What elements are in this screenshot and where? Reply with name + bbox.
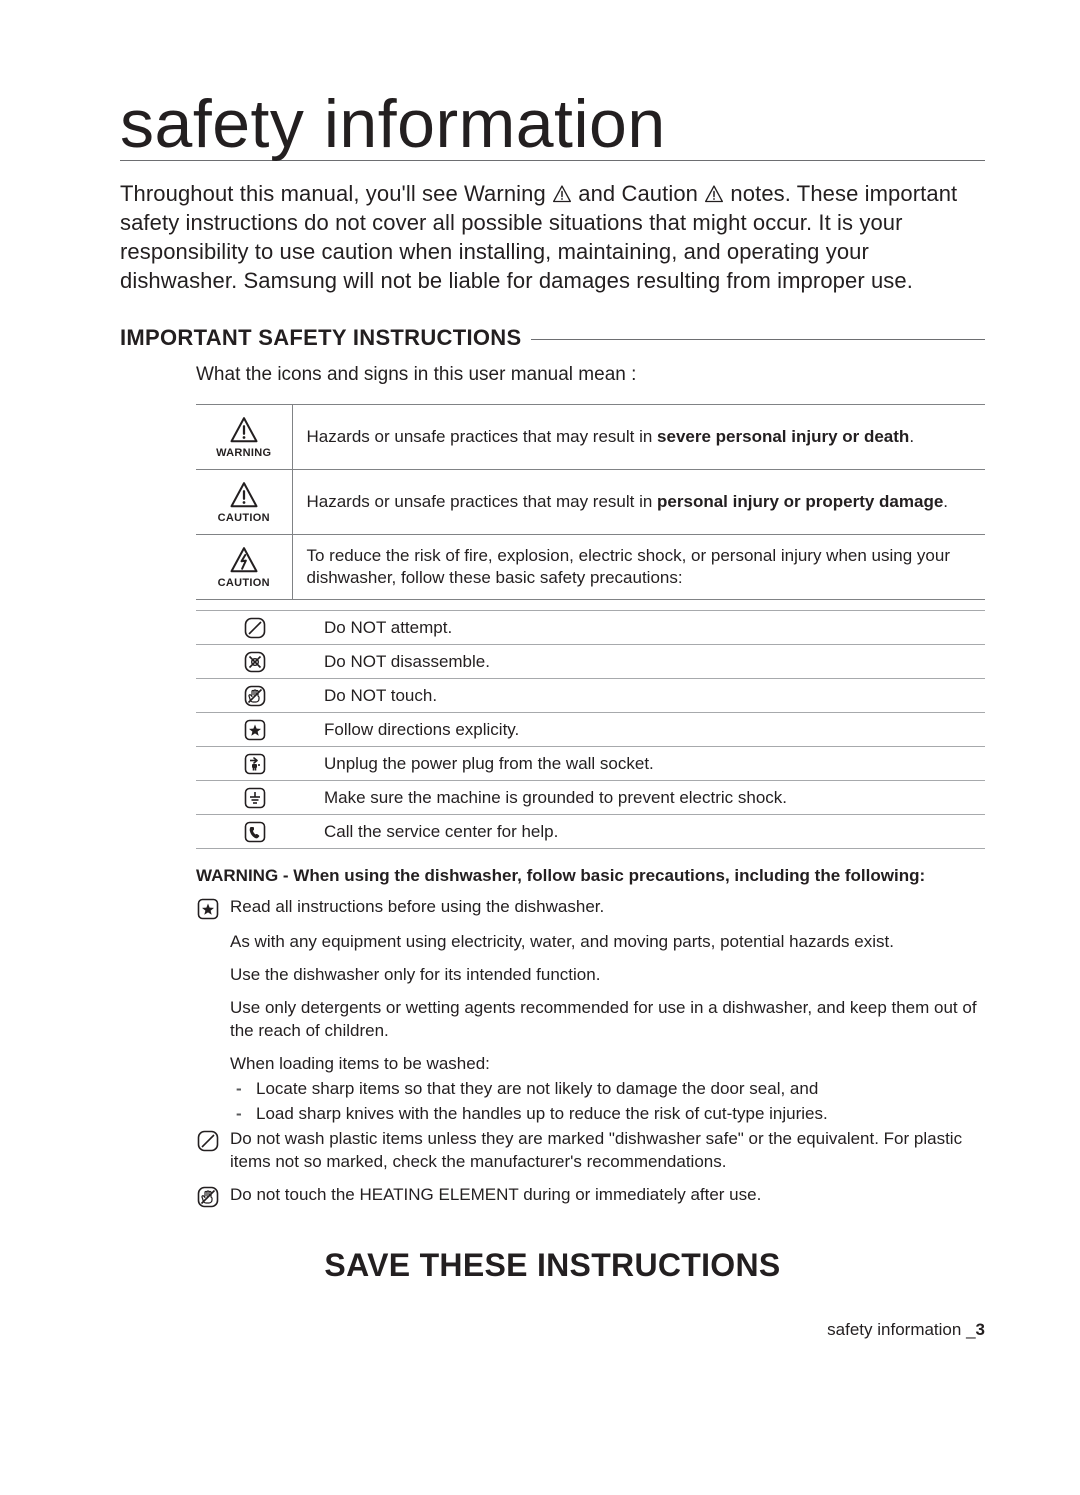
table-row: Unplug the power plug from the wall sock… bbox=[196, 747, 985, 781]
list-item: Do not touch the HEATING ELEMENT during … bbox=[196, 1184, 985, 1209]
list-item: When loading items to be washed: - Locat… bbox=[196, 1053, 985, 1126]
list-item: Use the dishwasher only for its intended… bbox=[196, 964, 985, 987]
desc-cell: Unplug the power plug from the wall sock… bbox=[314, 747, 985, 781]
warning-icon bbox=[552, 184, 572, 204]
dash: - bbox=[236, 1078, 246, 1101]
list-text: As with any equipment using electricity,… bbox=[230, 931, 985, 954]
icon-cell: WARNING bbox=[196, 405, 292, 470]
table-row: Make sure the machine is grounded to pre… bbox=[196, 781, 985, 815]
table-row: CAUTION To reduce the risk of fire, expl… bbox=[196, 535, 985, 600]
icon-meaning-table-symbols: Do NOT attempt. Do NOT disassemble. Do N… bbox=[196, 610, 985, 849]
intro-text-2: and Caution bbox=[572, 181, 704, 206]
table-row: Follow directions explicity. bbox=[196, 713, 985, 747]
sub-text: Locate sharp items so that they are not … bbox=[256, 1078, 818, 1101]
unplug-icon bbox=[243, 752, 267, 776]
table-row: CAUTION Hazards or unsafe practices that… bbox=[196, 470, 985, 535]
list-text: Use the dishwasher only for its intended… bbox=[230, 964, 985, 987]
list-text: Use only detergents or wetting agents re… bbox=[230, 997, 985, 1043]
section-heading-wrap: IMPORTANT SAFETY INSTRUCTIONS bbox=[120, 325, 985, 340]
desc-post: . bbox=[909, 427, 914, 446]
caution-triangle-icon bbox=[229, 480, 259, 510]
icon-cell bbox=[196, 713, 314, 747]
list-text: Do not wash plastic items unless they ar… bbox=[230, 1128, 985, 1174]
do-not-disassemble-icon bbox=[243, 650, 267, 674]
warning-triangle-icon bbox=[229, 415, 259, 445]
list-item: Do not wash plastic items unless they ar… bbox=[196, 1128, 985, 1174]
desc-pre: Hazards or unsafe practices that may res… bbox=[307, 492, 658, 511]
do-not-attempt-icon bbox=[243, 616, 267, 640]
warning-subheading: WARNING - When using the dishwasher, fol… bbox=[196, 865, 985, 888]
follow-directions-icon bbox=[196, 897, 220, 921]
table-row: Call the service center for help. bbox=[196, 815, 985, 849]
sub-list-item: - Locate sharp items so that they are no… bbox=[230, 1078, 985, 1101]
sub-list: - Locate sharp items so that they are no… bbox=[230, 1078, 985, 1126]
intro-text-1: Throughout this manual, you'll see Warni… bbox=[120, 181, 552, 206]
icon-cell: CAUTION bbox=[196, 535, 292, 600]
icon-meaning-table-main: WARNING Hazards or unsafe practices that… bbox=[196, 404, 985, 600]
desc-pre: Hazards or unsafe practices that may res… bbox=[307, 427, 658, 446]
list-item: Use only detergents or wetting agents re… bbox=[196, 997, 985, 1043]
list-text: When loading items to be washed: - Locat… bbox=[230, 1053, 985, 1126]
list-glyph bbox=[196, 1129, 220, 1153]
list-text-inner: When loading items to be washed: bbox=[230, 1054, 490, 1073]
list-glyph bbox=[196, 897, 220, 921]
icon-label: CAUTION bbox=[206, 577, 282, 589]
save-instructions: SAVE THESE INSTRUCTIONS bbox=[120, 1247, 985, 1284]
icon-cell bbox=[196, 611, 314, 645]
do-not-touch-icon bbox=[243, 684, 267, 708]
intro-paragraph: Throughout this manual, you'll see Warni… bbox=[120, 179, 985, 295]
sub-text: Load sharp knives with the handles up to… bbox=[256, 1103, 828, 1126]
page-container: safety information Throughout this manua… bbox=[0, 0, 1080, 1400]
icon-cell bbox=[196, 747, 314, 781]
list-text: Read all instructions before using the d… bbox=[230, 896, 985, 919]
icon-label: WARNING bbox=[206, 447, 282, 459]
table-intro: What the icons and signs in this user ma… bbox=[196, 364, 985, 386]
content-body: What the icons and signs in this user ma… bbox=[196, 364, 985, 1209]
desc-cell: Make sure the machine is grounded to pre… bbox=[314, 781, 985, 815]
call-service-icon bbox=[243, 820, 267, 844]
table-row: Do NOT touch. bbox=[196, 679, 985, 713]
page-number: 3 bbox=[976, 1320, 985, 1339]
page-title: safety information bbox=[120, 90, 985, 161]
do-not-touch-icon bbox=[196, 1185, 220, 1209]
list-item: As with any equipment using electricity,… bbox=[196, 931, 985, 954]
desc-cell: To reduce the risk of fire, explosion, e… bbox=[292, 535, 985, 600]
icon-cell bbox=[196, 781, 314, 815]
section-heading: IMPORTANT SAFETY INSTRUCTIONS bbox=[120, 325, 531, 351]
caution-icon bbox=[704, 184, 724, 204]
list-item: Read all instructions before using the d… bbox=[196, 896, 985, 921]
icon-label: CAUTION bbox=[206, 512, 282, 524]
desc-bold: personal injury or property damage bbox=[657, 492, 943, 511]
page-footer: safety information _3 bbox=[120, 1320, 985, 1340]
desc-cell: Do NOT touch. bbox=[314, 679, 985, 713]
table-row: Do NOT disassemble. bbox=[196, 645, 985, 679]
footer-label: safety information _ bbox=[827, 1320, 975, 1339]
desc-bold: severe personal injury or death bbox=[657, 427, 909, 446]
spacer bbox=[196, 600, 985, 610]
ground-icon bbox=[243, 786, 267, 810]
icon-cell bbox=[196, 679, 314, 713]
desc-post: . bbox=[943, 492, 948, 511]
dash: - bbox=[236, 1103, 246, 1126]
desc-cell: Call the service center for help. bbox=[314, 815, 985, 849]
follow-directions-icon bbox=[243, 718, 267, 742]
icon-cell: CAUTION bbox=[196, 470, 292, 535]
sub-list-item: - Load sharp knives with the handles up … bbox=[230, 1103, 985, 1126]
desc-cell: Hazards or unsafe practices that may res… bbox=[292, 405, 985, 470]
body-list: Read all instructions before using the d… bbox=[196, 896, 985, 1208]
icon-cell bbox=[196, 815, 314, 849]
desc-cell: Do NOT disassemble. bbox=[314, 645, 985, 679]
do-not-attempt-icon bbox=[196, 1129, 220, 1153]
table-row: WARNING Hazards or unsafe practices that… bbox=[196, 405, 985, 470]
desc-cell: Do NOT attempt. bbox=[314, 611, 985, 645]
desc-cell: Hazards or unsafe practices that may res… bbox=[292, 470, 985, 535]
list-text: Do not touch the HEATING ELEMENT during … bbox=[230, 1184, 985, 1207]
table-row: Do NOT attempt. bbox=[196, 611, 985, 645]
icon-cell bbox=[196, 645, 314, 679]
desc-cell: Follow directions explicity. bbox=[314, 713, 985, 747]
list-glyph bbox=[196, 1185, 220, 1209]
caution-flash-icon bbox=[229, 545, 259, 575]
